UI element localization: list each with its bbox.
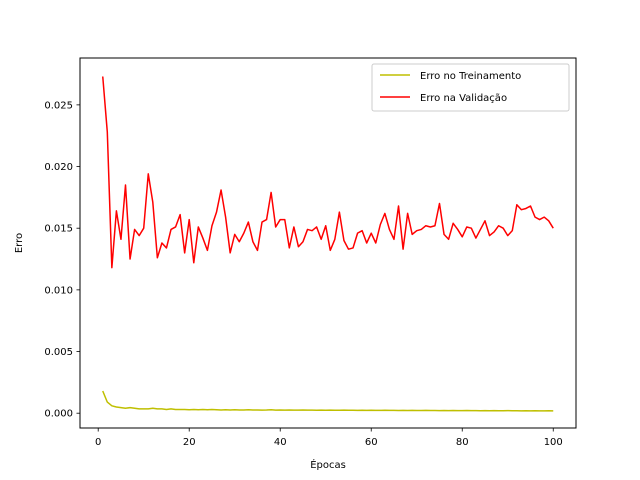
legend-label-validation: Erro na Validação [420,93,507,104]
x-tick-label: 40 [274,437,287,448]
x-tick-label: 20 [183,437,196,448]
y-tick-label: 0.015 [44,224,73,235]
legend-label-training: Erro no Treinamento [420,71,521,82]
x-tick-label: 0 [95,437,101,448]
series-line-training [102,390,554,412]
plot-area [102,76,554,412]
x-tick-label: 80 [456,437,469,448]
legend: Erro no Treinamento Erro na Validação [371,63,570,112]
y-tick-label: 0.025 [44,100,73,111]
x-axis-ticks: 0 20 40 60 80 100 [95,428,563,448]
x-axis-label: Épocas [310,458,346,471]
y-axis-ticks: 0.000 0.005 0.010 0.015 0.020 0.025 [44,100,80,420]
legend-box [371,63,570,112]
x-tick-label: 100 [544,437,563,448]
axes-frame [79,57,577,429]
x-tick-label: 60 [365,437,378,448]
y-tick-label: 0.000 [44,409,73,420]
series-line-validation [102,76,554,269]
y-tick-label: 0.005 [44,347,73,358]
y-axis-label: Erro [14,233,25,253]
y-tick-label: 0.020 [44,162,73,173]
y-tick-label: 0.010 [44,285,73,296]
